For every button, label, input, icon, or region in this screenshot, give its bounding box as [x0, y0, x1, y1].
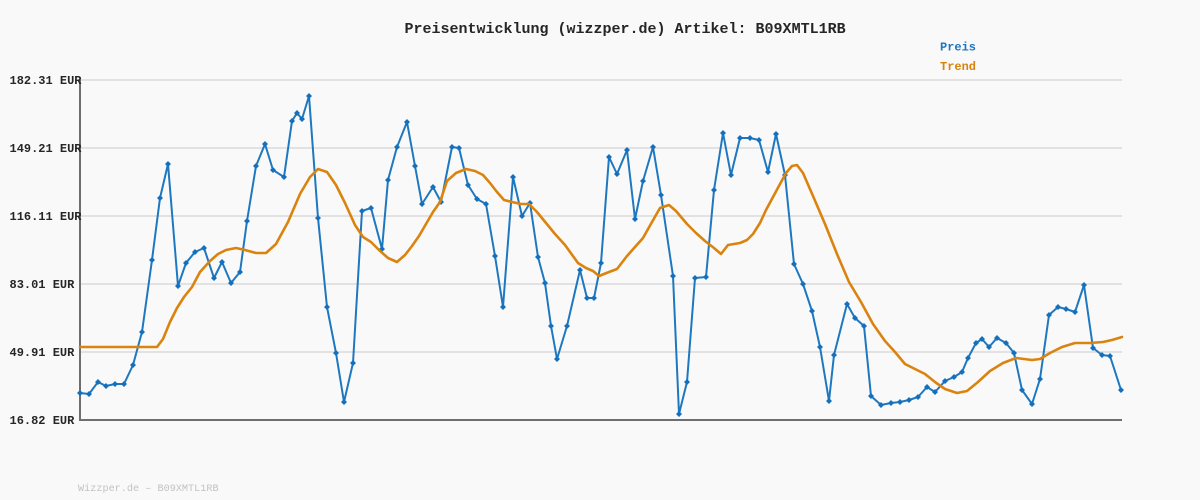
svg-text:Preisentwicklung (wizzper.de): Preisentwicklung (wizzper.de) Artikel: B…: [405, 21, 846, 38]
svg-text:116.11 EUR: 116.11 EUR: [10, 210, 83, 224]
svg-text:149.21 EUR: 149.21 EUR: [10, 142, 83, 156]
svg-text:Trend: Trend: [940, 60, 976, 74]
svg-text:182.31 EUR: 182.31 EUR: [10, 74, 83, 88]
svg-text:83.01 EUR: 83.01 EUR: [10, 278, 76, 292]
svg-text:49.91 EUR: 49.91 EUR: [10, 346, 76, 360]
svg-text:Wizzper.de – B09XMTL1RB: Wizzper.de – B09XMTL1RB: [78, 483, 219, 495]
svg-text:16.82 EUR: 16.82 EUR: [10, 414, 76, 428]
svg-text:Preis: Preis: [940, 41, 976, 55]
